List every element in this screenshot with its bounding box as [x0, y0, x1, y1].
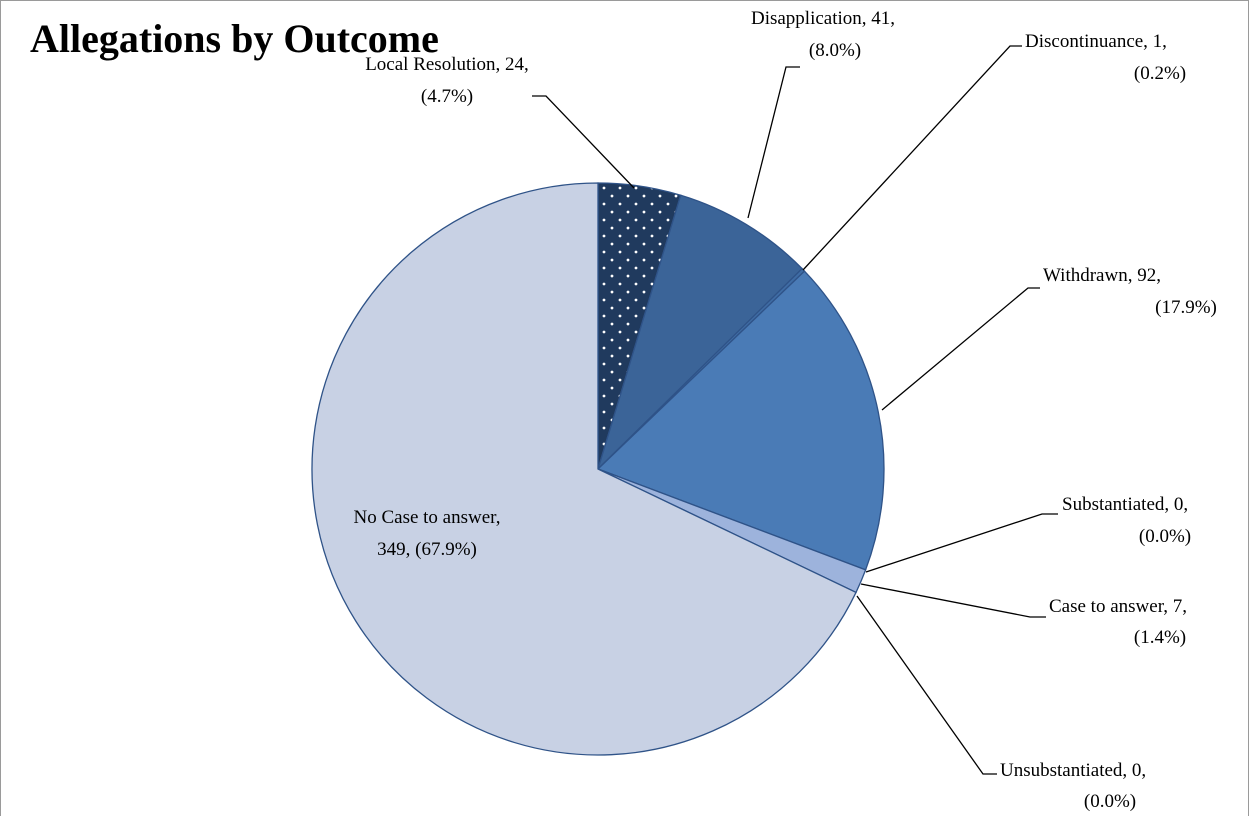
- data-label: (0.2%): [1134, 63, 1186, 84]
- data-label: Discontinuance, 1,: [1025, 31, 1167, 52]
- leader-line: [881, 287, 1040, 411]
- pie-slice: [311, 182, 857, 756]
- data-label: (17.9%): [1155, 297, 1217, 318]
- data-label: Case to answer, 7,: [1049, 596, 1187, 617]
- leader-line: [856, 595, 997, 775]
- pie-slice: [596, 270, 885, 571]
- data-label: Local Resolution, 24,: [365, 54, 529, 75]
- pie-slice: [597, 194, 803, 470]
- chart-title: Allegations by Outcome: [30, 16, 439, 61]
- leader-line: [802, 45, 1022, 271]
- data-label: (0.0%): [1139, 526, 1191, 547]
- data-label: Withdrawn, 92,: [1043, 265, 1161, 286]
- leader-line: [747, 66, 800, 219]
- leader-line: [865, 513, 1058, 573]
- data-label: (1.4%): [1134, 627, 1186, 648]
- leader-line: [860, 583, 1046, 618]
- data-label: Unsubstantiated, 0,: [1000, 760, 1146, 781]
- data-label: Disapplication, 41,: [751, 8, 895, 29]
- data-label: (8.0%): [809, 40, 861, 61]
- data-label: Substantiated, 0,: [1062, 494, 1188, 515]
- data-label: No Case to answer,: [354, 507, 501, 528]
- data-label: 349, (67.9%): [377, 539, 477, 560]
- data-label: (4.7%): [421, 86, 473, 107]
- data-label: (0.0%): [1084, 791, 1136, 812]
- leader-line: [532, 95, 635, 189]
